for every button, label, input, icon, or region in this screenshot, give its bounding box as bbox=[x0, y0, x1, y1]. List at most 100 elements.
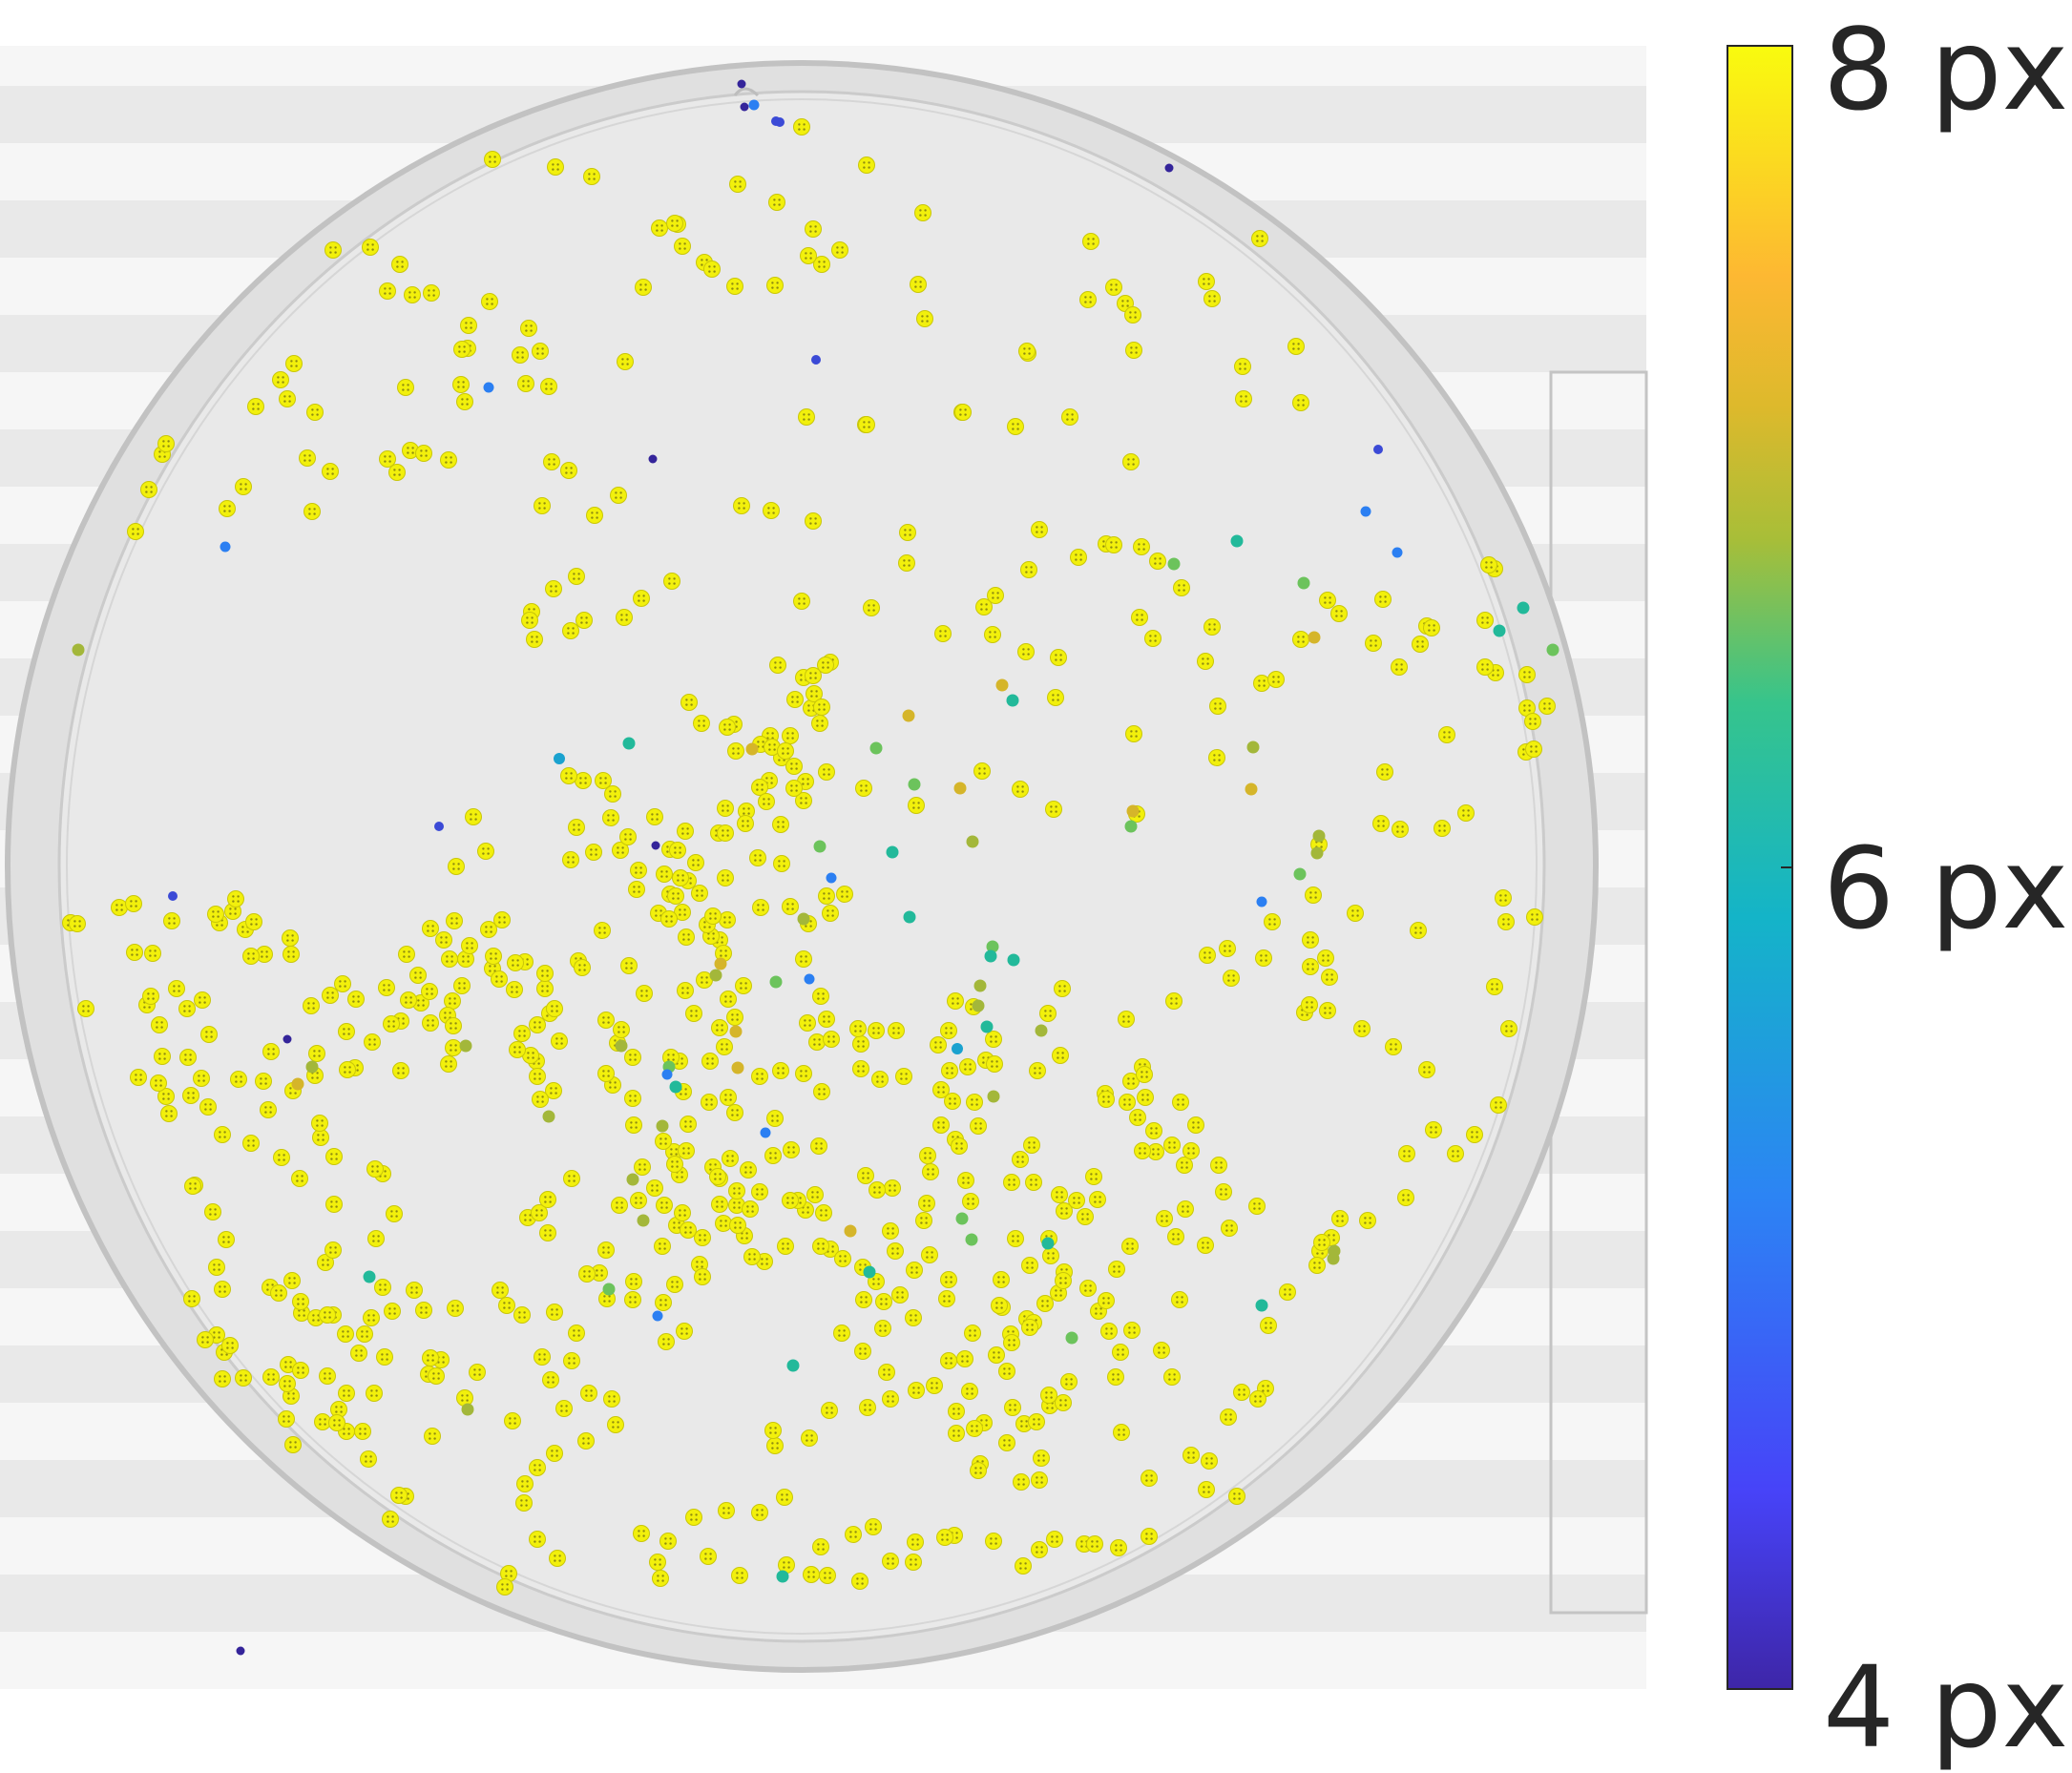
colony-marker-yellow bbox=[1365, 635, 1382, 652]
colony-marker-teal bbox=[669, 1080, 682, 1094]
colony-marker-yellow bbox=[453, 977, 471, 994]
colony-marker-yellow bbox=[1020, 561, 1037, 578]
colony-marker-yellow bbox=[230, 1071, 247, 1088]
colony-marker-yellow bbox=[940, 1352, 957, 1369]
colony-marker-yellow bbox=[317, 1254, 334, 1271]
colony-marker-yellow bbox=[1486, 978, 1503, 995]
colony-marker-yellow bbox=[1153, 1342, 1170, 1359]
colony-marker-teal bbox=[903, 910, 916, 924]
colony-marker-yellow bbox=[764, 1147, 782, 1164]
colony-marker-yellow bbox=[1156, 1210, 1173, 1227]
colony-marker-yellow bbox=[602, 809, 619, 826]
colony-marker-yellow bbox=[1121, 1238, 1139, 1255]
colony-marker-yellow bbox=[782, 898, 799, 915]
colony-marker-yellow bbox=[711, 1019, 728, 1036]
colony-marker-yellow bbox=[1031, 1541, 1048, 1558]
colony-marker-yellow bbox=[364, 1033, 381, 1051]
colony-marker-yellow bbox=[951, 1137, 968, 1155]
colony-marker-yellow bbox=[1003, 1334, 1020, 1351]
colony-marker-yellow bbox=[859, 1399, 876, 1416]
colony-marker-yellow bbox=[532, 343, 549, 360]
colony-marker-yellow bbox=[560, 767, 577, 784]
colony-marker-yellow bbox=[1134, 1142, 1151, 1159]
colony-marker-yellow bbox=[1476, 612, 1494, 629]
colony-marker-yellow bbox=[142, 988, 159, 1005]
colony-marker-yellow bbox=[919, 1147, 936, 1164]
colony-marker-yellow bbox=[594, 922, 611, 939]
colony-marker-yellow bbox=[445, 1017, 462, 1034]
colony-marker-yellow bbox=[836, 886, 853, 903]
colony-marker-yellow bbox=[986, 1055, 1003, 1073]
colony-marker-yellow bbox=[806, 1186, 824, 1203]
dish-notch bbox=[733, 87, 760, 97]
colony-marker-blue bbox=[220, 541, 231, 553]
colony-marker-yellow bbox=[687, 854, 704, 871]
colony-marker-yellow bbox=[1197, 1237, 1214, 1254]
colony-marker-yellow bbox=[944, 1093, 961, 1110]
colony-marker-yellow bbox=[854, 1343, 871, 1360]
colony-marker-yellow bbox=[350, 1345, 367, 1362]
colony-marker-yellow bbox=[718, 1502, 735, 1519]
colony-marker-yellow bbox=[452, 376, 470, 393]
colony-marker-yellow bbox=[1253, 675, 1270, 692]
colony-marker-yellow bbox=[634, 1158, 651, 1176]
colony-marker-yellow bbox=[898, 554, 915, 572]
colony-marker-yellow bbox=[812, 1238, 829, 1255]
colony-marker-yellow bbox=[1249, 1390, 1266, 1408]
colony-marker-olive bbox=[987, 1090, 1000, 1103]
colony-marker-yellow bbox=[926, 1377, 943, 1394]
colony-marker-yellow bbox=[782, 727, 799, 744]
colony-marker-yellow bbox=[221, 1337, 239, 1354]
colony-marker-yellow bbox=[973, 762, 991, 780]
colony-marker-yellow bbox=[987, 587, 1004, 604]
colony-marker-olive bbox=[1035, 1024, 1048, 1037]
colony-marker-blue bbox=[1392, 547, 1403, 558]
colony-marker-yellow bbox=[613, 1021, 630, 1038]
colony-marker-yellow bbox=[731, 1567, 748, 1584]
colony-marker-yellow bbox=[469, 1364, 486, 1381]
colony-marker-yellow bbox=[934, 625, 952, 642]
colony-marker-yellow bbox=[659, 1533, 677, 1550]
colony-marker-yellow bbox=[319, 1306, 336, 1324]
colony-marker-yellow bbox=[1105, 536, 1122, 553]
colony-marker-teal bbox=[1041, 1237, 1055, 1250]
colony-marker-yellow bbox=[728, 1182, 745, 1199]
colony-marker-olive bbox=[1310, 846, 1324, 860]
colony-marker-yellow bbox=[1163, 1137, 1181, 1154]
colony-marker-yellow bbox=[1098, 1292, 1115, 1309]
colony-marker-yellow bbox=[633, 590, 650, 607]
colony-marker-yellow bbox=[493, 911, 511, 928]
colony-marker-yellow bbox=[546, 1304, 563, 1321]
colony-marker-yellow bbox=[922, 1163, 939, 1180]
colony-marker-yellow bbox=[398, 946, 415, 963]
colony-marker-yellow bbox=[677, 982, 694, 999]
colony-marker-yellow bbox=[1301, 996, 1318, 1013]
colony-marker-navy bbox=[236, 1646, 245, 1656]
colony-marker-yellow bbox=[1042, 1247, 1059, 1264]
colony-marker-yellow bbox=[1003, 1174, 1020, 1191]
colony-marker-yellow bbox=[140, 481, 157, 498]
colony-marker-yellow bbox=[815, 1204, 832, 1221]
colony-marker-yellow bbox=[719, 911, 736, 928]
colony-marker-yellow bbox=[256, 946, 273, 963]
colony-marker-yellow bbox=[871, 1071, 889, 1088]
colony-marker-yellow bbox=[875, 1293, 892, 1310]
colony-marker-yellow bbox=[456, 1389, 473, 1407]
colony-marker-yellow bbox=[1215, 1183, 1232, 1200]
colony-marker-yellow bbox=[1497, 913, 1515, 930]
colony-marker-yellow bbox=[382, 1511, 399, 1528]
colony-marker-gold bbox=[844, 1224, 857, 1238]
colony-marker-yellow bbox=[991, 1297, 1008, 1314]
colony-marker-yellow bbox=[574, 959, 591, 976]
colony-marker-yellow bbox=[563, 1352, 580, 1369]
colony-marker-yellow bbox=[1047, 689, 1064, 706]
colony-marker-yellow bbox=[539, 1224, 556, 1241]
colony-marker-yellow bbox=[729, 1217, 746, 1234]
colony-marker-yellow bbox=[1233, 1384, 1250, 1401]
colony-marker-yellow bbox=[1495, 889, 1512, 907]
colony-marker-yellow bbox=[1165, 992, 1183, 1010]
colony-marker-yellow bbox=[204, 1203, 221, 1220]
colony-marker-navy bbox=[740, 102, 749, 112]
colony-marker-yellow bbox=[568, 819, 585, 836]
colony-marker-yellow bbox=[272, 371, 289, 388]
